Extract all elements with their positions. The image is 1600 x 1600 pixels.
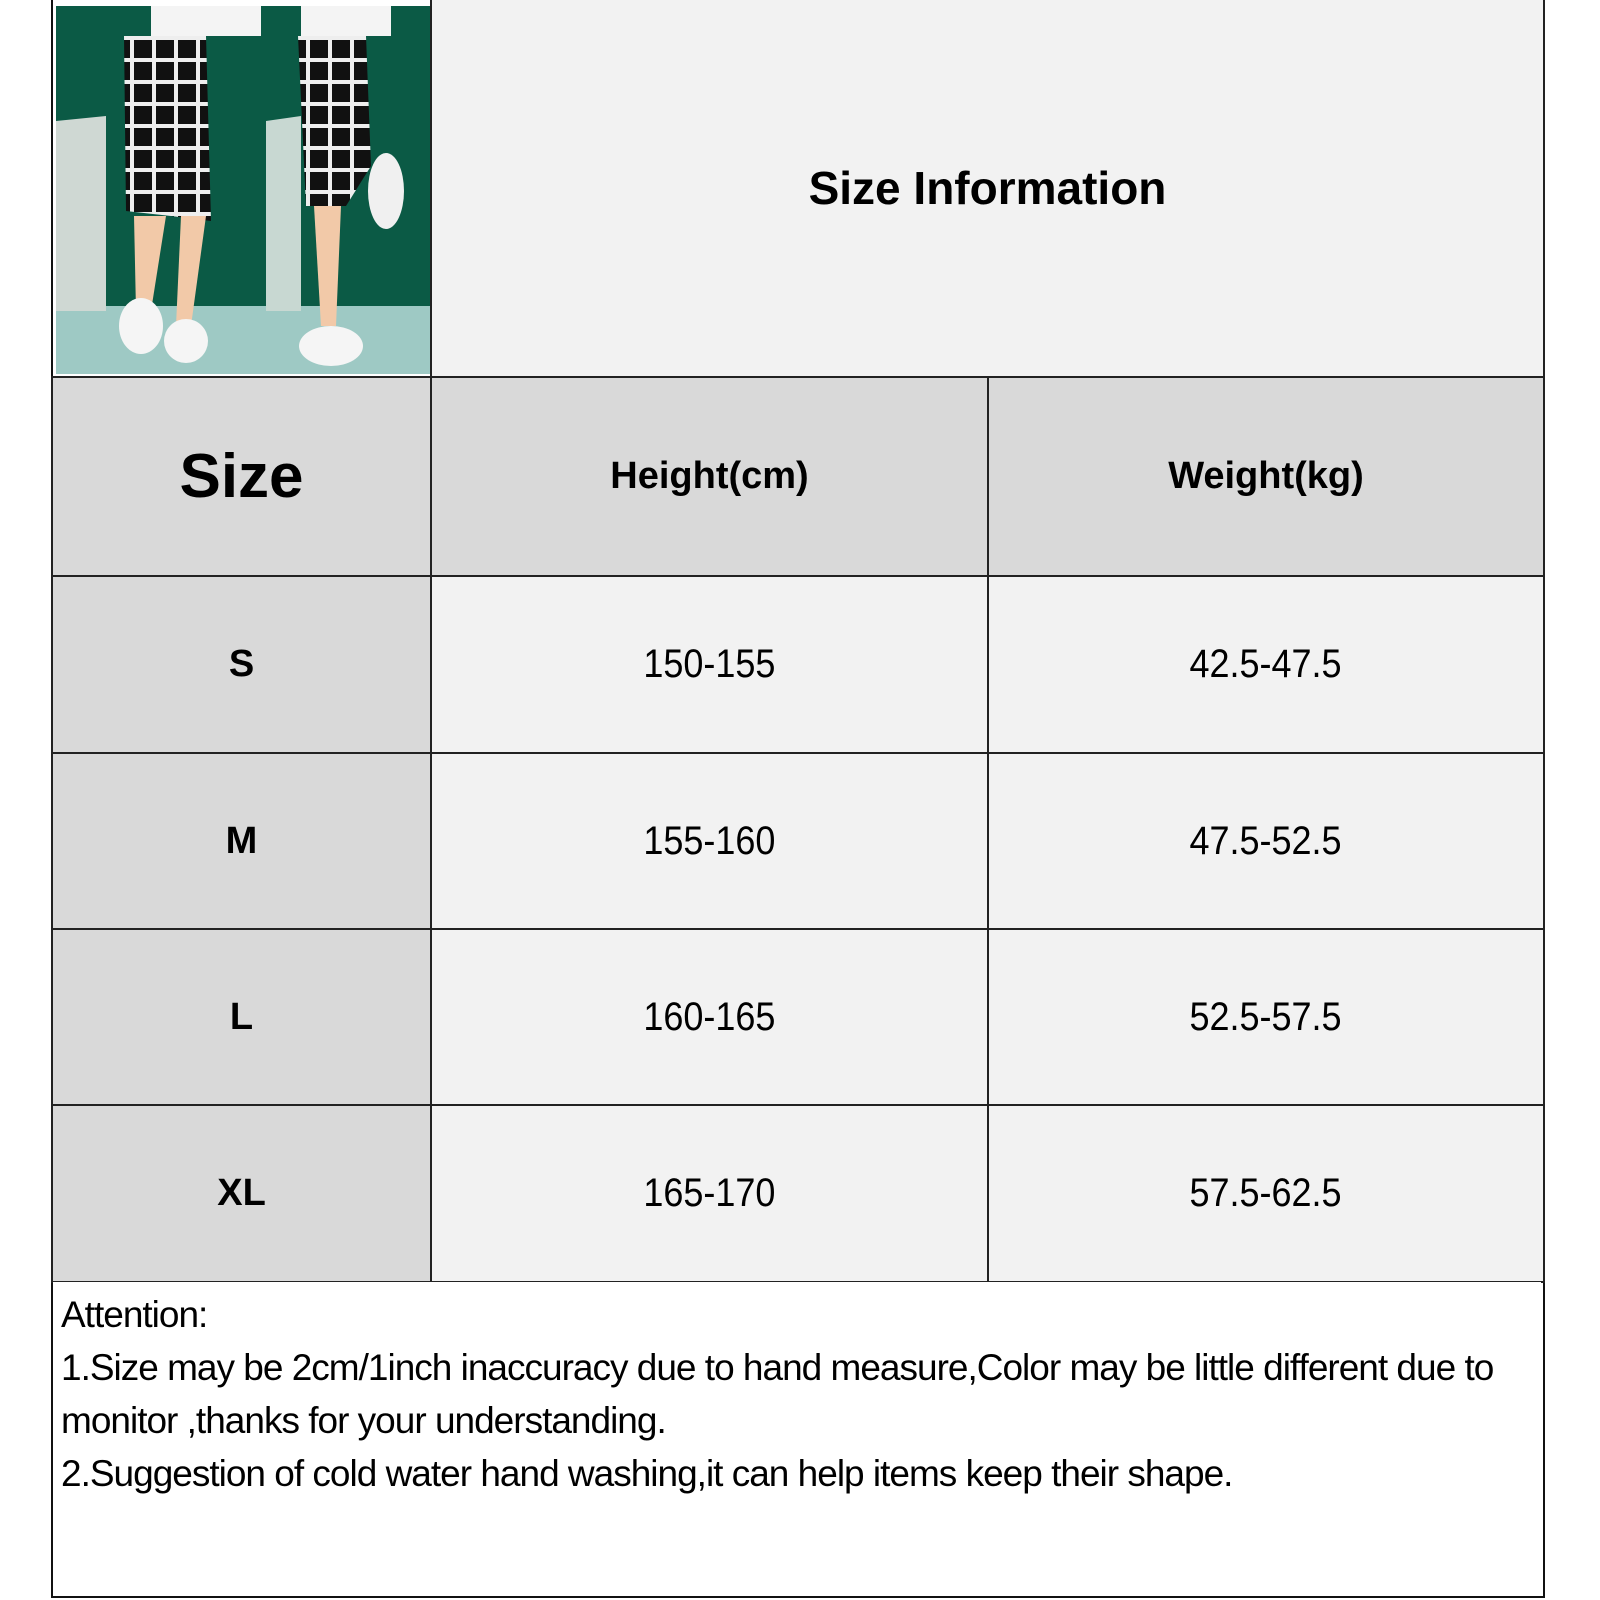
page-title: Size Information [808,162,1167,214]
product-photo [56,6,430,374]
height-cell: 165-170 [430,1104,989,1283]
plaid-capri-pants-photo-icon [56,6,430,374]
weight-cell: 42.5-47.5 [987,575,1545,754]
size-label: M [225,819,258,862]
height-value: 160-165 [643,994,776,1039]
header-weight-label: Weight(kg) [1168,455,1364,497]
size-label: S [228,643,255,685]
height-value: 155-160 [643,818,776,863]
attention-note-2: 2.Suggestion of cold water hand washing,… [61,1453,1233,1494]
size-cell: L [51,928,432,1106]
title-cell: Size Information [430,0,1545,378]
height-value: 165-170 [643,1171,776,1215]
height-cell: 160-165 [430,928,989,1106]
height-cell: 155-160 [430,752,989,930]
weight-value: 47.5-52.5 [1189,818,1343,863]
height-value: 150-155 [643,642,776,686]
weight-cell: 52.5-57.5 [987,928,1545,1106]
weight-value: 52.5-57.5 [1189,994,1343,1039]
size-cell: S [51,575,432,754]
weight-cell: 47.5-52.5 [987,752,1545,930]
height-cell: 150-155 [430,575,989,754]
size-label: XL [217,1172,266,1214]
weight-value: 42.5-47.5 [1189,642,1343,686]
weight-cell: 57.5-62.5 [987,1104,1545,1283]
size-cell: M [51,752,432,930]
attention-heading: Attention: [61,1294,208,1335]
attention-notes: Attention: 1.Size may be 2cm/1inch inacc… [53,1282,1541,1596]
header-weight: Weight(kg) [987,376,1545,577]
size-label: L [229,995,254,1038]
header-height: Height(cm) [430,376,989,577]
header-size: Size [51,376,432,577]
size-cell: XL [51,1104,432,1283]
weight-value: 57.5-62.5 [1189,1171,1343,1215]
header-size-label: Size [179,442,304,511]
attention-note-1: 1.Size may be 2cm/1inch inaccuracy due t… [61,1347,1494,1441]
header-height-label: Height(cm) [610,455,809,497]
